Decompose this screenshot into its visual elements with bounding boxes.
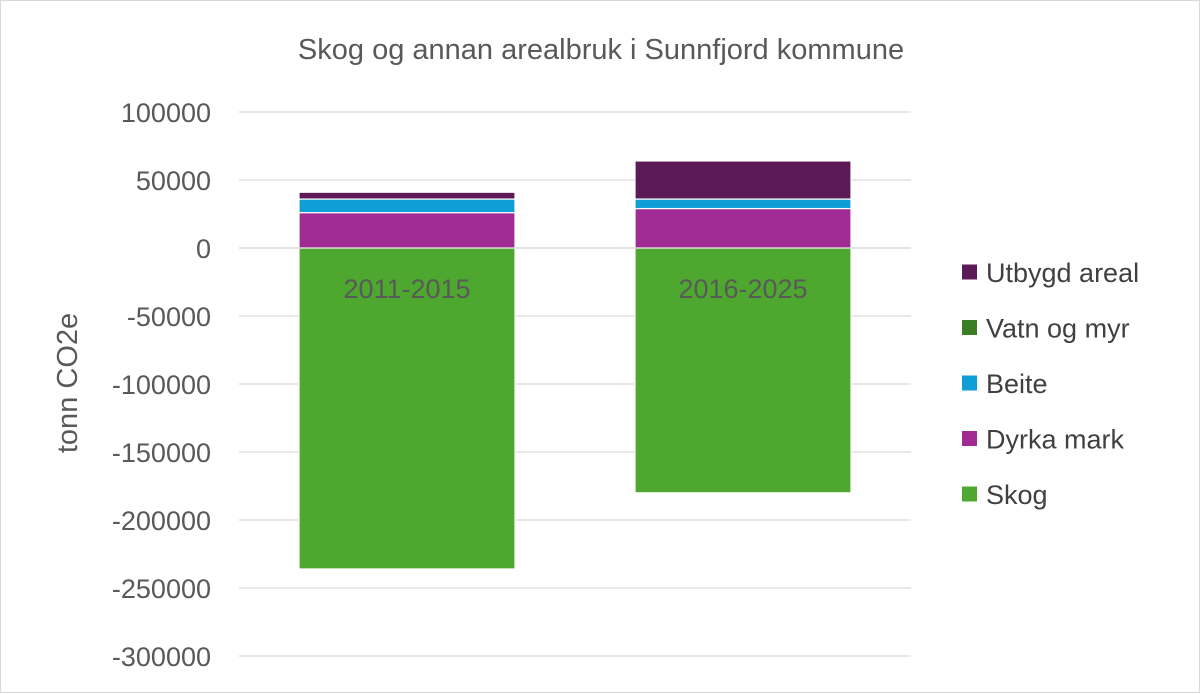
y-axis-title: tonn CO2e: [52, 313, 84, 453]
y-tick-label: -200000: [112, 506, 211, 536]
y-tick-label: -50000: [127, 302, 211, 332]
y-tick-label: -100000: [112, 370, 211, 400]
legend-label: Vatn og myr: [986, 314, 1130, 344]
y-tick-label: 100000: [121, 98, 211, 128]
y-axis-ticks: 100000 50000 0 -50000 -100000 -150000 -200000 -…: [112, 98, 211, 672]
bars: [239, 160, 911, 570]
bar-segment-beite: [634, 198, 852, 210]
legend-item: Skog: [962, 480, 1048, 510]
bar-segment-skog: [634, 247, 852, 494]
legend-label: Dyrka mark: [986, 425, 1125, 455]
legend-label: Beite: [986, 369, 1048, 399]
legend-swatch: [962, 264, 977, 280]
legend-item: Beite: [962, 369, 1048, 399]
bar-segment-utbygd-areal: [634, 160, 852, 200]
bar-segment-dyrka-mark: [298, 212, 516, 249]
category-labels: 2011-2015 2016-2025: [343, 274, 807, 304]
legend-swatch: [962, 375, 977, 391]
legend-item: Vatn og myr: [962, 314, 1130, 344]
legend-swatch: [962, 486, 977, 502]
category-label: 2011-2015: [343, 274, 470, 304]
legend-item: Dyrka mark: [962, 425, 1125, 455]
y-tick-label: 50000: [136, 166, 211, 196]
bar-segment-utbygd-areal: [298, 191, 516, 200]
bar-segment-beite: [298, 198, 516, 214]
legend-swatch: [962, 320, 977, 335]
legend-label: Utbygd areal: [986, 258, 1139, 288]
y-tick-label: 0: [196, 234, 211, 264]
bar-segment-dyrka-mark: [634, 207, 852, 249]
y-tick-label: -300000: [112, 642, 211, 672]
legend-swatch: [962, 431, 977, 446]
legend: Utbygd areal Vatn og myr Beite Dyrka mark Sk…: [962, 258, 1139, 510]
y-tick-label: -250000: [112, 574, 211, 604]
bar-segment-skog: [298, 247, 516, 570]
legend-item: Utbygd areal: [962, 258, 1139, 288]
y-tick-label: -150000: [112, 438, 211, 468]
legend-label: Skog: [986, 480, 1048, 510]
category-label: 2016-2025: [678, 274, 807, 304]
chart-title: Skog og annan arealbruk i Sunnfjord komm…: [298, 34, 904, 66]
